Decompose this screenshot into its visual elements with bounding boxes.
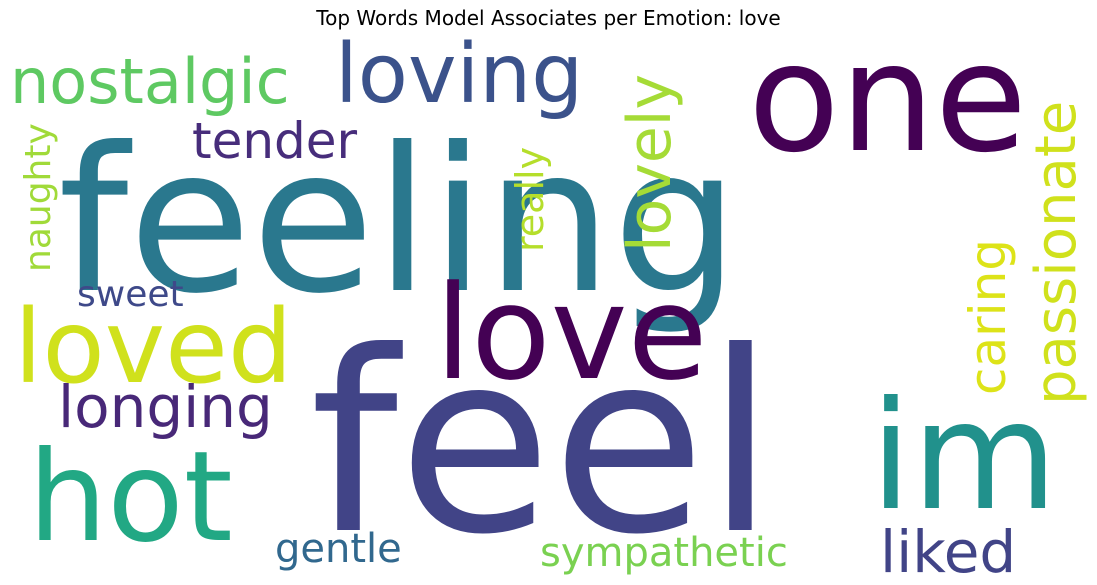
word-really: really	[508, 147, 552, 252]
chart-title: Top Words Model Associates per Emotion: …	[316, 6, 781, 30]
word-caring: caring	[959, 239, 1017, 395]
word-im: im	[870, 370, 1058, 544]
word-hot: hot	[28, 425, 233, 570]
word-sweet: sweet	[77, 274, 184, 315]
word-loved: loved	[14, 288, 293, 407]
word-liked: liked	[880, 518, 1016, 585]
word-tender: tender	[192, 112, 358, 170]
word-nostalgic: nostalgic	[10, 45, 290, 118]
word-loving: loving	[335, 27, 583, 122]
word-longing: longing	[58, 373, 273, 441]
word-naughty: naughty	[18, 123, 59, 272]
word-sympathetic: sympathetic	[540, 530, 788, 576]
word-love: love	[435, 257, 708, 409]
word-feel: feel	[310, 298, 775, 585]
word-feeling: feeling	[58, 105, 739, 338]
word-one: one	[748, 12, 1027, 186]
word-lovely: lovely	[615, 74, 685, 252]
word-gentle: gentle	[275, 526, 402, 572]
word-passionate: passionate	[1024, 101, 1089, 405]
